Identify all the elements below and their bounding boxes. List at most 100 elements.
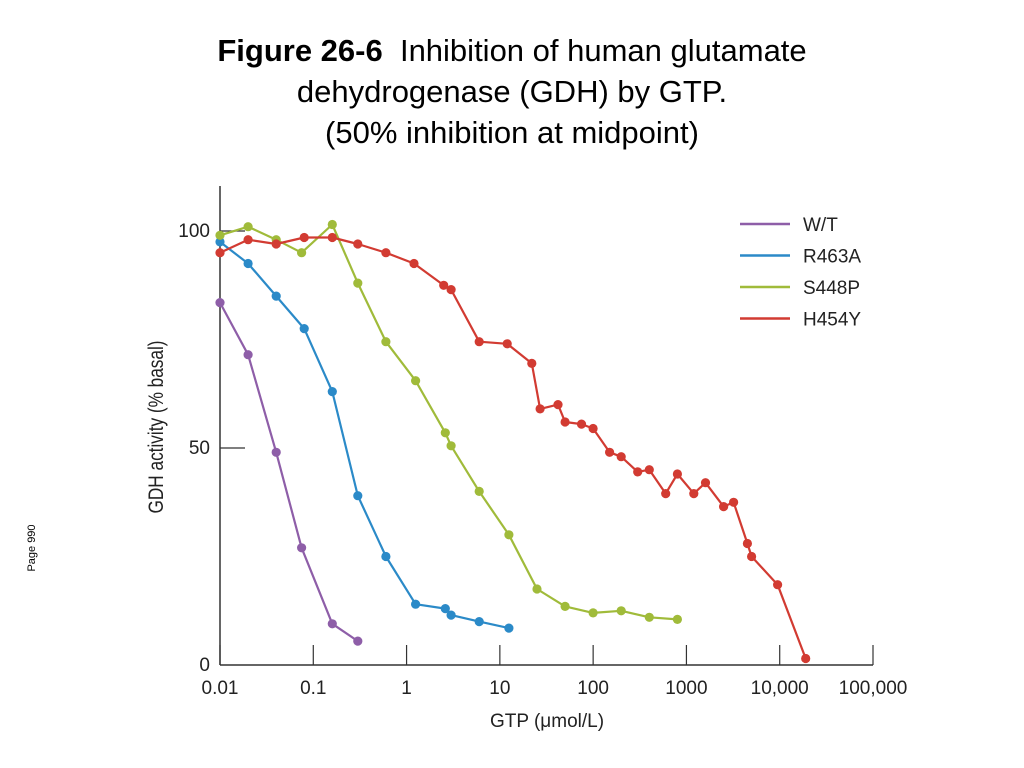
x-tick-label: 1000 (665, 678, 707, 699)
data-point (605, 447, 615, 457)
data-point (532, 584, 542, 594)
data-point (553, 400, 563, 410)
series-line (219, 223, 678, 621)
legend-label: W/T (803, 215, 838, 236)
data-point (689, 489, 699, 499)
data-point (327, 232, 337, 243)
data-point (616, 606, 626, 616)
data-point (576, 419, 587, 429)
series-line (219, 241, 510, 630)
data-point (474, 486, 484, 496)
x-axis-label: GTP (μmol/L) (490, 711, 604, 732)
data-point (527, 358, 537, 368)
data-point (747, 551, 757, 562)
data-point (719, 502, 729, 512)
y-tick-label: 50 (189, 438, 210, 459)
data-point (446, 285, 456, 295)
data-point (353, 239, 363, 249)
y-axis-label: GDH activity (% basal) (146, 340, 169, 513)
data-point (661, 489, 671, 499)
series-r463a (215, 237, 514, 633)
data-point (742, 538, 753, 549)
data-point (588, 423, 598, 434)
data-point (616, 452, 626, 462)
data-point (299, 232, 309, 243)
y-tick-label: 100 (178, 221, 210, 242)
data-point (243, 258, 253, 269)
x-tick-label: 100 (577, 678, 609, 699)
data-point (243, 350, 253, 360)
data-point (297, 543, 307, 553)
data-point (729, 497, 739, 507)
data-point (353, 636, 363, 646)
title-line-1: Figure 26-6 Inhibition of human glutamat… (0, 30, 1024, 71)
data-point (700, 478, 711, 488)
x-tick-label: 0.01 (202, 678, 239, 699)
x-tick-label: 100,000 (839, 678, 908, 699)
data-point (215, 237, 225, 247)
legend-label: S448P (803, 278, 860, 299)
legend-entry: S448P (740, 278, 860, 299)
legend-entry: W/T (740, 215, 838, 236)
data-point (504, 623, 514, 633)
legend-entry: H454Y (740, 310, 861, 331)
data-point (243, 235, 253, 245)
data-point (353, 278, 363, 288)
data-point (409, 258, 419, 269)
data-point (801, 653, 811, 664)
x-tick-label: 10 (489, 678, 510, 699)
data-point (633, 467, 643, 477)
data-point (439, 280, 449, 290)
data-point (411, 599, 421, 609)
legend-label: H454Y (803, 310, 861, 331)
data-point (502, 339, 512, 349)
title-text-1: Inhibition of human glutamate (399, 33, 807, 68)
data-point (446, 441, 456, 451)
data-point (588, 608, 598, 618)
data-point (535, 404, 545, 414)
x-tick-label: 0.1 (300, 678, 326, 699)
data-point (353, 491, 363, 501)
data-point (271, 239, 281, 249)
data-point (474, 337, 484, 347)
chart-axes: 0.01 0.1 1 10 100 1000 10,000 100,000 0 50 100 (178, 186, 907, 699)
series-w-t (215, 298, 363, 646)
data-point (474, 617, 484, 627)
data-point (773, 580, 783, 590)
data-point (299, 324, 309, 334)
x-tick-label: 1 (401, 678, 412, 699)
data-point (243, 222, 253, 232)
data-point (215, 298, 225, 308)
data-point (271, 291, 281, 301)
series-line (219, 302, 359, 643)
data-point (504, 530, 514, 540)
data-point (672, 614, 683, 625)
data-point (215, 248, 225, 258)
data-point (327, 619, 337, 629)
series-layer (215, 219, 811, 664)
data-point (381, 337, 391, 347)
title-line-3: (50% inhibition at midpoint) (325, 115, 699, 150)
legend: W/T R463A S448P H454Y (740, 215, 861, 331)
data-point (381, 248, 391, 258)
series-s448p (215, 219, 683, 625)
data-point (381, 551, 391, 562)
data-point (411, 376, 421, 386)
data-point (271, 447, 281, 457)
data-point (560, 601, 570, 612)
data-point (327, 387, 337, 397)
data-point (672, 469, 683, 479)
data-point (644, 612, 654, 622)
data-point (560, 417, 570, 427)
legend-entry: R463A (740, 247, 861, 268)
x-tick-label: 10,000 (751, 678, 809, 699)
chart-title: Figure 26-6 Inhibition of human glutamat… (0, 30, 1024, 153)
data-point (327, 219, 337, 230)
data-point (440, 428, 450, 438)
data-point (215, 230, 225, 240)
series-h454y (215, 232, 811, 664)
series-line (219, 236, 807, 659)
figure-number: Figure 26-6 (217, 33, 383, 68)
title-line-2: dehydrogenase (GDH) by GTP. (296, 74, 728, 109)
legend-label: R463A (803, 247, 861, 268)
